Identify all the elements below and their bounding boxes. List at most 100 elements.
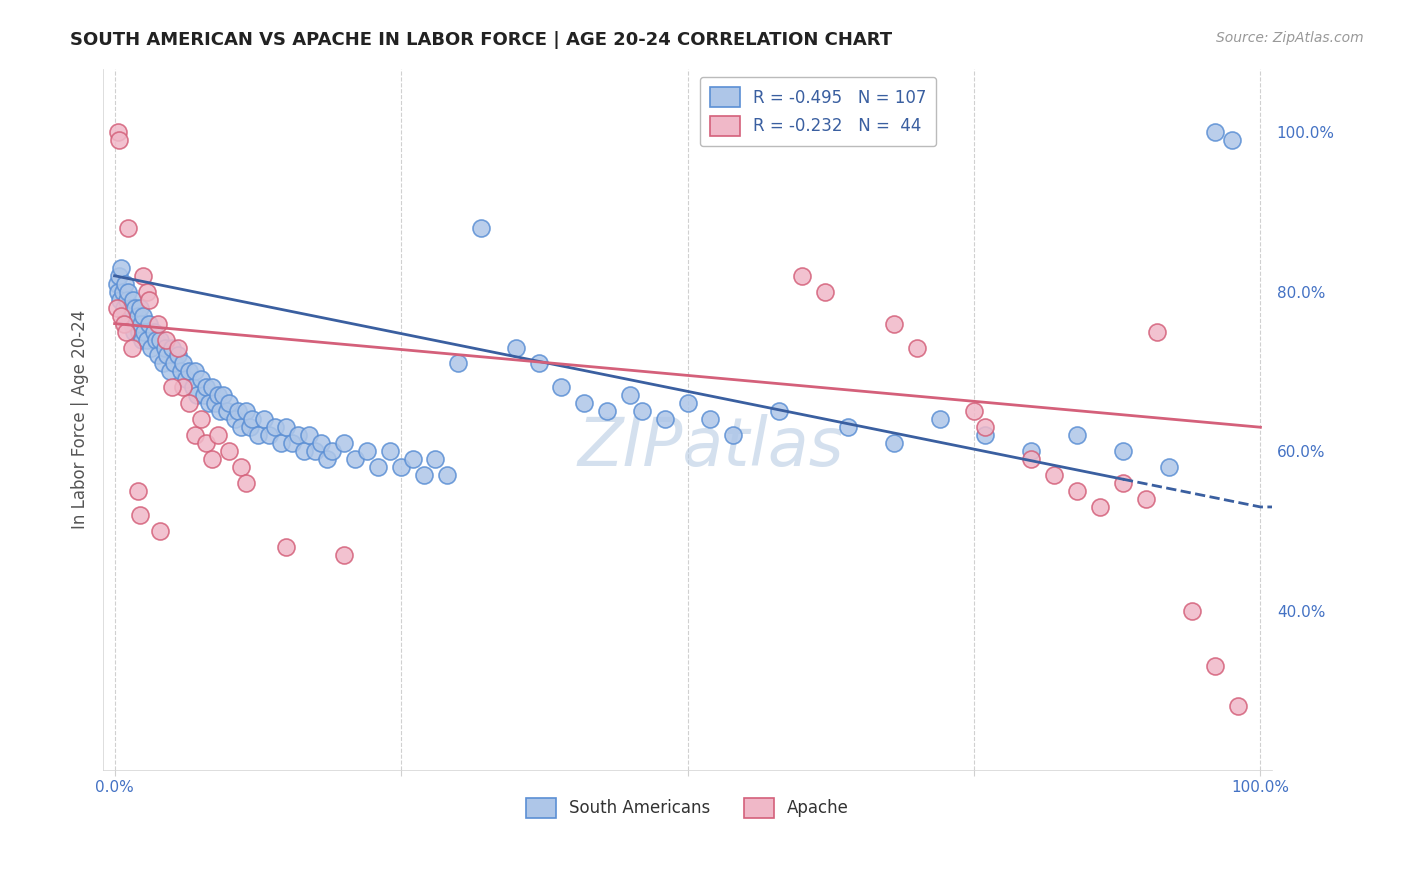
Point — [174, 372, 197, 386]
Point — [127, 309, 149, 323]
Point — [413, 468, 436, 483]
Point — [115, 325, 138, 339]
Point — [1112, 476, 1135, 491]
Point — [120, 301, 142, 315]
Point — [207, 428, 229, 442]
Point — [166, 341, 188, 355]
Point — [401, 452, 423, 467]
Point — [186, 388, 208, 402]
Point — [181, 380, 204, 394]
Point — [128, 508, 150, 522]
Point — [574, 396, 596, 410]
Point — [201, 380, 224, 394]
Point — [344, 452, 367, 467]
Point — [281, 436, 304, 450]
Point — [215, 404, 238, 418]
Point — [131, 333, 153, 347]
Point — [270, 436, 292, 450]
Point — [837, 420, 859, 434]
Point — [135, 333, 157, 347]
Point — [367, 460, 389, 475]
Point — [177, 364, 200, 378]
Point — [142, 325, 165, 339]
Point — [121, 317, 143, 331]
Point — [184, 428, 207, 442]
Point — [723, 428, 745, 442]
Text: SOUTH AMERICAN VS APACHE IN LABOR FORCE | AGE 20-24 CORRELATION CHART: SOUTH AMERICAN VS APACHE IN LABOR FORCE … — [70, 31, 893, 49]
Point — [309, 436, 332, 450]
Point — [235, 476, 257, 491]
Point — [356, 444, 378, 458]
Point — [447, 356, 470, 370]
Text: Source: ZipAtlas.com: Source: ZipAtlas.com — [1216, 31, 1364, 45]
Point — [141, 341, 163, 355]
Point — [276, 420, 298, 434]
Point — [135, 285, 157, 299]
Point — [197, 396, 219, 410]
Point — [298, 428, 321, 442]
Point — [145, 333, 167, 347]
Point — [1019, 444, 1042, 458]
Point — [108, 268, 131, 283]
Point — [505, 341, 527, 355]
Point — [204, 396, 226, 410]
Point — [883, 436, 905, 450]
Point — [195, 380, 218, 394]
Point — [436, 468, 458, 483]
Point — [235, 404, 257, 418]
Point — [112, 317, 135, 331]
Point — [170, 364, 193, 378]
Point — [117, 285, 139, 299]
Point — [129, 317, 152, 331]
Point — [963, 404, 986, 418]
Point — [134, 325, 156, 339]
Point — [654, 412, 676, 426]
Point — [208, 404, 231, 418]
Point — [332, 548, 354, 562]
Point — [224, 412, 246, 426]
Point — [218, 444, 240, 458]
Point — [527, 356, 550, 370]
Point — [177, 396, 200, 410]
Point — [128, 325, 150, 339]
Point — [814, 285, 837, 299]
Point — [292, 444, 315, 458]
Point — [146, 349, 169, 363]
Point — [1181, 603, 1204, 617]
Point — [112, 301, 135, 315]
Point — [166, 349, 188, 363]
Point — [287, 428, 309, 442]
Point — [239, 420, 262, 434]
Point — [172, 356, 194, 370]
Point — [1112, 444, 1135, 458]
Point — [159, 364, 181, 378]
Point — [146, 317, 169, 331]
Point — [240, 412, 263, 426]
Point — [425, 452, 447, 467]
Point — [974, 428, 997, 442]
Point — [1043, 468, 1066, 483]
Point — [122, 293, 145, 307]
Point — [259, 428, 281, 442]
Point — [264, 420, 287, 434]
Point — [676, 396, 699, 410]
Point — [152, 356, 174, 370]
Point — [111, 285, 134, 299]
Point — [1135, 491, 1157, 506]
Point — [160, 380, 183, 394]
Point — [1146, 325, 1168, 339]
Point — [596, 404, 619, 418]
Point — [132, 309, 155, 323]
Point — [127, 483, 149, 498]
Point — [1066, 483, 1088, 498]
Point — [228, 404, 250, 418]
Point — [117, 221, 139, 235]
Point — [1088, 500, 1111, 514]
Point — [201, 452, 224, 467]
Point — [699, 412, 721, 426]
Point — [1157, 460, 1180, 475]
Point — [470, 221, 492, 235]
Point — [110, 260, 132, 275]
Point — [1226, 699, 1249, 714]
Point — [138, 317, 160, 331]
